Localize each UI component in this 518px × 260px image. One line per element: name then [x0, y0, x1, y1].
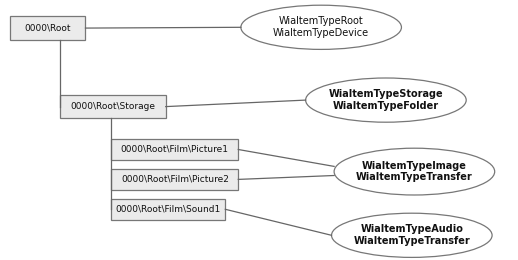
FancyBboxPatch shape: [111, 199, 225, 220]
FancyBboxPatch shape: [111, 139, 238, 160]
Ellipse shape: [306, 78, 466, 122]
Ellipse shape: [332, 213, 492, 257]
Text: WialtemTypeRoot
WialtemTypeDevice: WialtemTypeRoot WialtemTypeDevice: [273, 16, 369, 38]
Text: 0000\Root\Film\Sound1: 0000\Root\Film\Sound1: [116, 205, 221, 214]
Ellipse shape: [334, 148, 495, 195]
FancyBboxPatch shape: [111, 169, 238, 190]
Text: WialtemTypeStorage
WialtemTypeFolder: WialtemTypeStorage WialtemTypeFolder: [328, 89, 443, 111]
Text: 0000\Root: 0000\Root: [25, 23, 71, 32]
Ellipse shape: [241, 5, 401, 49]
Text: WialtemTypeImage
WialtemTypeTransfer: WialtemTypeImage WialtemTypeTransfer: [356, 161, 473, 183]
FancyBboxPatch shape: [10, 16, 85, 40]
Text: 0000\Root\Film\Picture2: 0000\Root\Film\Picture2: [121, 175, 229, 184]
Text: WialtemTypeAudio
WialtemTypeTransfer: WialtemTypeAudio WialtemTypeTransfer: [353, 224, 470, 246]
Text: 0000\Root\Storage: 0000\Root\Storage: [70, 102, 155, 111]
FancyBboxPatch shape: [60, 95, 166, 118]
Text: 0000\Root\Film\Picture1: 0000\Root\Film\Picture1: [121, 145, 229, 154]
